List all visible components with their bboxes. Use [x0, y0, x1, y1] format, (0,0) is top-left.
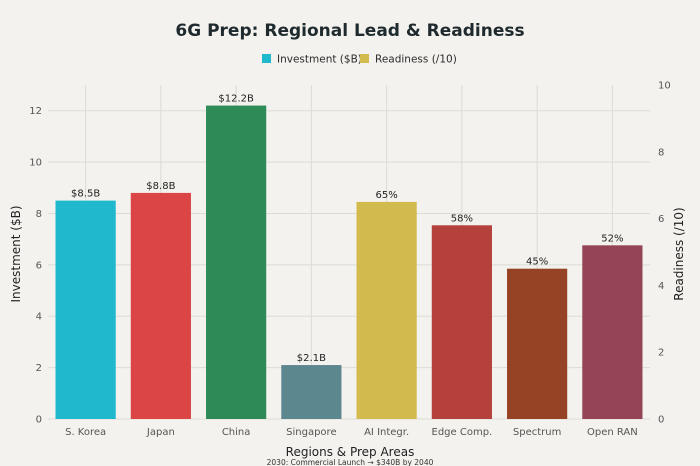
y-tick-label-left: 2 [36, 363, 42, 374]
bar-data-label: 58% [451, 213, 473, 224]
bar [206, 105, 267, 420]
bar-data-label: $12.2B [218, 94, 254, 105]
y-tick-label-right: 6 [658, 214, 664, 225]
x-axis-ticks: S. Korea Japan China Singapore AI Integr. Edg… [65, 427, 638, 438]
y-tick-label-left: 8 [36, 209, 42, 220]
bars [55, 105, 643, 420]
bar-data-label: 52% [601, 233, 623, 244]
bar [356, 201, 417, 419]
y-tick-label-right: 4 [658, 281, 664, 292]
bar [130, 192, 191, 419]
x-tick-label: S. Korea [65, 427, 106, 438]
y-tick-label-right: 2 [658, 348, 664, 359]
y-tick-label-right: 0 [658, 415, 664, 426]
y-tick-label-right: 8 [658, 147, 664, 158]
bar-data-labels: $8.5B $8.8B $12.2B $2.1B 65% 58% 45% 52% [71, 94, 623, 364]
footnote: 2030: Commercial Launch → $340B by 2040 [267, 458, 434, 466]
bar-data-label: $2.1B [297, 353, 326, 364]
bar-data-label: $8.8B [146, 181, 175, 192]
x-tick-label: Singapore [286, 427, 336, 438]
y-tick-label-left: 4 [36, 312, 42, 323]
bar-data-label: $8.5B [71, 189, 100, 200]
x-tick-label: AI Integr. [364, 427, 409, 438]
y-tick-label-left: 6 [36, 260, 42, 271]
x-tick-label: Open RAN [587, 427, 638, 438]
y-tick-label-left: 0 [36, 415, 42, 426]
bar [281, 365, 342, 419]
x-tick-label: Edge Comp. [432, 427, 493, 438]
legend-label-readiness: Readiness (/10) [375, 54, 457, 66]
bar [507, 268, 568, 419]
legend-swatch-investment [262, 54, 271, 63]
legend: Investment ($B) Readiness (/10) [262, 54, 457, 66]
bar [582, 245, 643, 419]
bar-data-label: 45% [526, 257, 548, 268]
bar-data-label: 65% [376, 190, 398, 201]
y-axis-right-ticks: 0 2 4 6 8 10 [658, 81, 671, 426]
x-tick-label: China [222, 427, 251, 438]
y-tick-label-right: 10 [658, 81, 671, 92]
legend-label-investment: Investment ($B) [277, 54, 362, 66]
x-tick-label: Spectrum [513, 427, 561, 438]
bar [431, 225, 492, 419]
chart-title: 6G Prep: Regional Lead & Readiness [175, 21, 524, 41]
y-axis-left-ticks: 0 2 4 6 8 10 12 [29, 106, 42, 425]
x-axis-label: Regions & Prep Areas [286, 445, 415, 459]
y-tick-label-left: 10 [29, 158, 42, 169]
legend-swatch-readiness [360, 54, 369, 63]
x-tick-label: Japan [146, 427, 175, 438]
y-tick-label-left: 12 [29, 106, 42, 117]
bar [55, 200, 116, 419]
y-axis-left-label: Investment ($B) [9, 205, 23, 302]
y-axis-right-label: Readiness (/10) [672, 207, 686, 300]
